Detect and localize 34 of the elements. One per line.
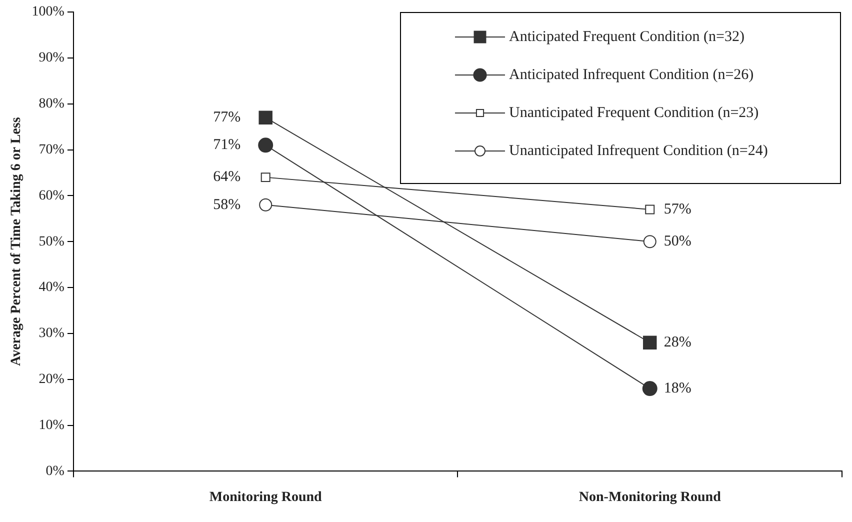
- data-label: 71%: [213, 137, 241, 154]
- legend-label: Anticipated Frequent Condition (n=32): [509, 28, 745, 45]
- legend-label: Anticipated Infrequent Condition (n=26): [509, 66, 754, 83]
- point: [643, 336, 657, 350]
- point: [642, 381, 658, 396]
- data-label: 64%: [213, 169, 241, 186]
- point: [259, 198, 272, 212]
- y-tick-label: 80%: [38, 96, 65, 112]
- y-tick-label: 30%: [38, 326, 65, 342]
- y-tick-label: 40%: [38, 280, 65, 296]
- data-label: 50%: [664, 234, 692, 250]
- point: [643, 235, 656, 248]
- point: [645, 204, 655, 214]
- data-label: 18%: [664, 380, 692, 396]
- y-tick-label: 70%: [38, 142, 65, 158]
- y-axis-title: Average Percent of Time Taking 6 or Less: [9, 116, 24, 366]
- y-tick-label: 100%: [32, 4, 65, 20]
- data-label: 77%: [213, 110, 241, 126]
- x-tick-label: Non-Monitoring Round: [578, 490, 722, 506]
- data-label: 58%: [213, 196, 241, 213]
- data-label: 57%: [664, 201, 692, 218]
- y-tick-label: 0%: [46, 464, 65, 479]
- x-tick-label: Monitoring Round: [209, 490, 322, 506]
- legend-label: Unanticipated Frequent Condition (n=23): [509, 104, 759, 121]
- data-label: 28%: [664, 334, 692, 351]
- legend-label: Unanticipated Infrequent Condition (n=24): [509, 142, 768, 159]
- y-tick-label: 10%: [38, 418, 65, 433]
- y-tick-label: 90%: [38, 50, 65, 66]
- point: [258, 110, 272, 124]
- y-tick-label: 20%: [38, 372, 65, 388]
- point: [260, 172, 270, 182]
- y-tick-label: 60%: [38, 188, 65, 204]
- point: [258, 138, 274, 153]
- y-tick-label: 50%: [38, 234, 65, 250]
